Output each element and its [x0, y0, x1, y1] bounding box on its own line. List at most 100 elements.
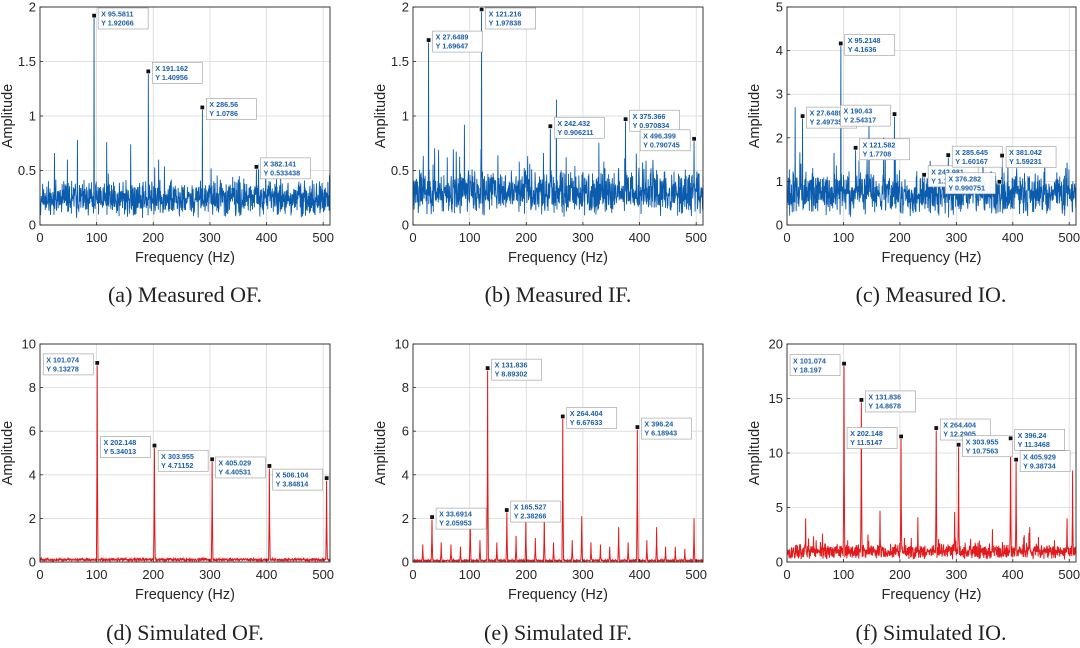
datatip-x-label: X 381.042: [1009, 148, 1042, 157]
datatip-marker: [91, 13, 97, 19]
datatip-y-label: Y 8.89302: [495, 370, 528, 379]
x-tick-label: 200: [142, 230, 164, 245]
datatip-y-label: Y 4.1636: [848, 45, 877, 54]
x-tick-label: 100: [459, 230, 481, 245]
datatip-y-label: Y 9.13278: [46, 365, 79, 374]
datatip-box: [789, 354, 841, 376]
y-axis-label: Amplitude: [373, 421, 389, 485]
x-axis-label: Frequency (Hz): [508, 250, 608, 266]
datatip-marker: [209, 456, 215, 462]
x-tick-label: 400: [629, 230, 651, 245]
x-axis-label: Frequency (Hz): [135, 250, 235, 266]
x-tick-label: 0: [783, 567, 790, 582]
x-tick-label: 500: [1058, 567, 1080, 582]
chart-caption: (f) Simulated IO.: [856, 620, 1007, 645]
datatip: X 190.43Y 2.54317: [840, 104, 897, 127]
datatip-y-label: Y 11.3468: [1018, 440, 1050, 449]
datatip-box: [435, 507, 487, 530]
datatip-x-label: X 95.5811: [101, 10, 133, 19]
datatip-x-label: X 286.56: [209, 100, 238, 109]
y-tick-label: 1.5: [391, 54, 409, 69]
chart-caption: (b) Measured IF.: [485, 282, 632, 307]
datatip-box: [554, 116, 605, 139]
datatip: X 286.56Y 1.0786: [199, 98, 257, 120]
datatip-y-label: Y 2.54317: [843, 116, 876, 125]
y-tick-label: 6: [29, 424, 36, 439]
x-tick-label: 100: [833, 230, 855, 245]
datatip-box: [846, 427, 898, 449]
datatip-x-label: X 121.582: [863, 140, 896, 149]
x-tick-label: 300: [572, 230, 594, 245]
x-axis-label: Frequency (Hz): [882, 587, 982, 603]
y-tick-label: 0: [776, 555, 783, 570]
datatip-y-label: Y 2.49735: [810, 118, 843, 127]
y-tick-label: 8: [402, 380, 409, 395]
datatip-marker: [429, 514, 435, 520]
axes-frame: [786, 6, 1077, 226]
datatip-x-label: X 121.216: [489, 10, 522, 19]
y-axis-label: Amplitude: [747, 84, 763, 148]
datatip-y-label: Y 10.7563: [966, 446, 999, 455]
datatip-x-label: X 382.141: [263, 159, 296, 168]
datatip-x-label: X 202.148: [850, 429, 883, 438]
x-tick-label: 400: [1002, 230, 1024, 245]
datatip-y-label: Y 1.40956: [155, 73, 188, 82]
datatip-marker: [933, 425, 939, 431]
chart-b: 0 100 200 300 400 500 0 0.5 1 1.5 2 Frequency (Hz) A…: [373, 0, 707, 307]
datatip-box: [97, 7, 149, 30]
y-axis-label: Amplitude: [373, 84, 389, 148]
y-tick-label: 2: [402, 511, 409, 526]
datatip-x-label: X 496.399: [643, 131, 676, 140]
datatip-y-label: Y 4.40531: [218, 468, 251, 477]
x-tick-label: 200: [889, 567, 911, 582]
y-tick-label: 0: [776, 218, 783, 233]
datatip-x-label: X 33.6914: [439, 510, 472, 519]
chart-f: 0 100 200 300 400 500 0 5 10 15 20 Frequency (Hz) Am…: [747, 337, 1080, 646]
datatip-box: [859, 138, 910, 161]
datatip-y-label: Y 0.970834: [633, 121, 670, 130]
datatip-y-label: Y 3.84814: [276, 480, 309, 489]
y-axis-label: Amplitude: [0, 421, 16, 485]
datatip-x-label: X 285.645: [955, 148, 988, 157]
datatip-marker: [841, 361, 847, 367]
datatip-x-label: X 376.282: [948, 174, 981, 183]
chart-e: 0 100 200 300 400 500 0 2 4 6 8 10 Frequency (Hz) Amp…: [373, 337, 707, 646]
datatip-marker: [956, 442, 962, 448]
datatip-y-label: Y 9.38734: [1023, 461, 1056, 470]
chart-caption: (e) Simulated IF.: [484, 620, 632, 645]
datatip-y-label: Y 1.92066: [101, 19, 134, 28]
y-tick-label: 4: [29, 467, 36, 482]
y-tick-label: 2: [776, 130, 783, 145]
datatip-box: [1019, 450, 1071, 472]
datatip-box: [151, 62, 203, 84]
x-tick-label: 100: [833, 567, 855, 582]
y-tick-label: 8: [29, 380, 36, 395]
datatip: X 396.24Y 6.18943: [634, 417, 692, 440]
datatip-y-label: Y 6.18943: [644, 429, 677, 438]
datatip-box: [485, 7, 536, 30]
y-tick-label: 0: [29, 555, 36, 570]
y-tick-label: 5: [776, 500, 783, 515]
x-tick-label: 400: [1002, 567, 1024, 582]
datatip-y-label: Y 1.59231: [1009, 157, 1042, 166]
datatip-box: [1014, 429, 1065, 451]
datatip-box: [432, 30, 483, 53]
datatip-box: [100, 436, 151, 458]
datatip-y-label: Y 6.67633: [570, 418, 603, 427]
datatip-marker: [547, 123, 553, 129]
